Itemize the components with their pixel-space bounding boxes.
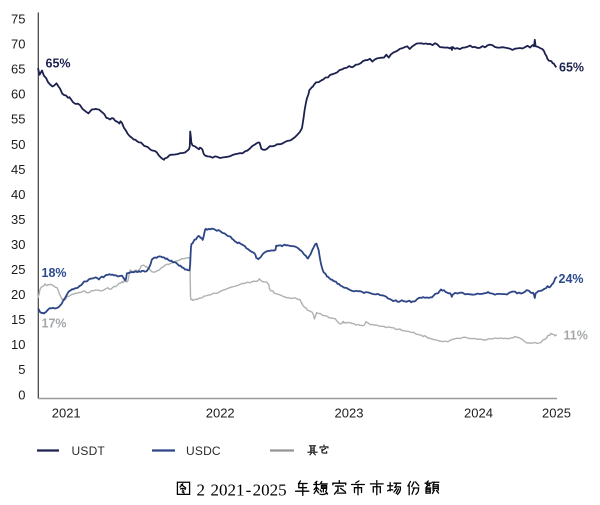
svg-text:2024: 2024 bbox=[464, 406, 493, 421]
svg-text:2022: 2022 bbox=[206, 406, 235, 421]
svg-text:USDT: USDT bbox=[72, 444, 106, 458]
svg-text:17%: 17% bbox=[42, 317, 67, 331]
svg-text:2: 2 bbox=[196, 481, 205, 500]
svg-text:15: 15 bbox=[11, 312, 25, 327]
svg-text:65%: 65% bbox=[46, 57, 71, 71]
svg-text:2021: 2021 bbox=[211, 481, 245, 500]
svg-text:65: 65 bbox=[11, 62, 25, 77]
svg-text:10: 10 bbox=[11, 337, 25, 352]
svg-text:20: 20 bbox=[11, 287, 25, 302]
svg-text:24%: 24% bbox=[559, 272, 584, 286]
svg-text:2021: 2021 bbox=[52, 406, 81, 421]
svg-text:75: 75 bbox=[11, 12, 25, 27]
svg-text:35: 35 bbox=[11, 212, 25, 227]
svg-text:2025: 2025 bbox=[542, 406, 571, 421]
svg-text:60: 60 bbox=[11, 87, 25, 102]
svg-text:55: 55 bbox=[11, 112, 25, 127]
svg-text:30: 30 bbox=[11, 237, 25, 252]
svg-text:45: 45 bbox=[11, 162, 25, 177]
svg-text:0: 0 bbox=[18, 387, 25, 402]
svg-text:USDC: USDC bbox=[186, 444, 221, 458]
svg-text:50: 50 bbox=[11, 137, 25, 152]
svg-text:18%: 18% bbox=[42, 266, 67, 280]
svg-text:2025: 2025 bbox=[253, 481, 287, 500]
svg-text:40: 40 bbox=[11, 187, 25, 202]
svg-text:2023: 2023 bbox=[335, 406, 364, 421]
svg-text:25: 25 bbox=[11, 262, 25, 277]
svg-text:70: 70 bbox=[11, 37, 25, 52]
svg-text:-: - bbox=[246, 481, 252, 500]
svg-text:5: 5 bbox=[18, 362, 25, 377]
svg-text:11%: 11% bbox=[564, 329, 588, 343]
svg-text:65%: 65% bbox=[559, 61, 584, 75]
